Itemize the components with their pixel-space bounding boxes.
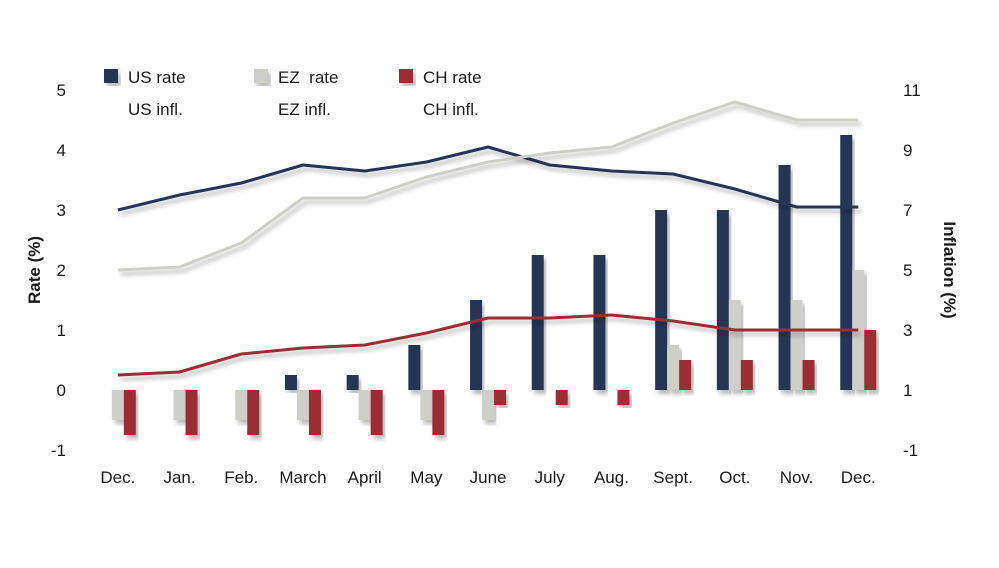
legend-label: US rate [128,68,186,87]
y-tick-label: 0 [57,381,66,400]
legend: US rate EZ rate CH rate US infl. EZ infl. CH … [101,68,482,119]
y-axis-ticks: -1 0 1 2 3 4 5 [51,81,66,460]
y-tick-label: 1 [57,321,66,340]
bar-ch-rate [864,330,877,390]
legend-swatch [399,69,413,83]
x-tick-label: Oct. [719,468,750,487]
bar-us-rate [531,255,544,390]
bar-us-rate [716,210,729,390]
line-ez-infl [117,100,859,272]
y2-tick-label: 1 [903,381,912,400]
line-ch-infl [117,313,859,377]
y-tick-label: 4 [57,141,66,160]
bar-ch-rate [308,390,321,435]
legend-swatch [104,69,118,83]
bar-us-rate [284,375,297,390]
x-tick-label: June [470,468,507,487]
bar-ez-rate [728,300,741,390]
y-tick-label: 3 [57,201,66,220]
bar-ch-rate [370,390,383,435]
bar-us-rate [408,345,421,390]
bar-ch-rate [247,390,260,435]
bar-ch-rate [494,390,507,405]
y2-axis-title: Inflation (%) [940,221,959,318]
x-tick-label: Jan. [163,468,195,487]
line-us-infl [117,145,859,212]
x-axis-ticks: Dec. Jan. Feb. March April May June July Aug. Sep… [100,468,875,487]
y-tick-label: 2 [57,261,66,280]
x-tick-label: April [348,468,382,487]
bar-ch-rate [802,360,815,390]
bar-us-rate [346,375,359,390]
bar-ez-rate [790,300,803,390]
bar-ch-rate [185,390,198,435]
bar-us-rate [593,255,606,390]
x-tick-label: Nov. [780,468,814,487]
y2-tick-label: 9 [903,141,912,160]
bar-us-rate [470,300,483,390]
y2-axis-ticks: -1 1 3 5 7 9 11 [903,81,921,460]
legend-label: US infl. [128,100,183,119]
bar-ch-rate [679,360,692,390]
bar-ez-rate [358,390,371,420]
y-axis-title: Rate (%) [25,236,44,304]
bar-ch-rate [617,390,630,405]
bar-us-rate [655,210,668,390]
x-tick-label: Feb. [224,468,258,487]
bar-ez-rate [667,345,680,390]
legend-swatch [254,69,268,83]
x-tick-label: Dec. [100,468,135,487]
bar-ez-rate [482,390,495,420]
bars [111,135,877,435]
y2-tick-label: 7 [903,201,912,220]
x-tick-label: March [279,468,326,487]
bar-ch-rate [740,360,753,390]
y2-tick-label: 11 [903,81,921,100]
x-tick-label: Aug. [594,468,629,487]
bar-ch-rate [123,390,136,435]
bar-ch-rate [432,390,445,435]
bar-us-rate [840,135,853,390]
bar-us-rate [778,165,791,390]
x-tick-label: Dec. [841,468,876,487]
legend-label: EZ rate [278,68,338,87]
bar-ch-rate [555,390,568,405]
legend-label: CH infl. [423,100,479,119]
bar-ez-rate [420,390,433,420]
y2-tick-label: 5 [903,261,912,280]
lines [117,100,859,377]
bar-ez-rate [111,390,124,420]
legend-label: EZ infl. [278,100,331,119]
x-tick-label: May [410,468,443,487]
legend-label: CH rate [423,68,482,87]
bar-ez-rate [173,390,186,420]
bar-ez-rate [235,390,248,420]
y2-tick-label: -1 [903,441,918,460]
y2-tick-label: 3 [903,321,912,340]
y-tick-label: 5 [57,81,66,100]
x-tick-label: Sept. [653,468,693,487]
bar-ez-rate [296,390,309,420]
x-tick-label: July [535,468,566,487]
y-tick-label: -1 [51,441,66,460]
